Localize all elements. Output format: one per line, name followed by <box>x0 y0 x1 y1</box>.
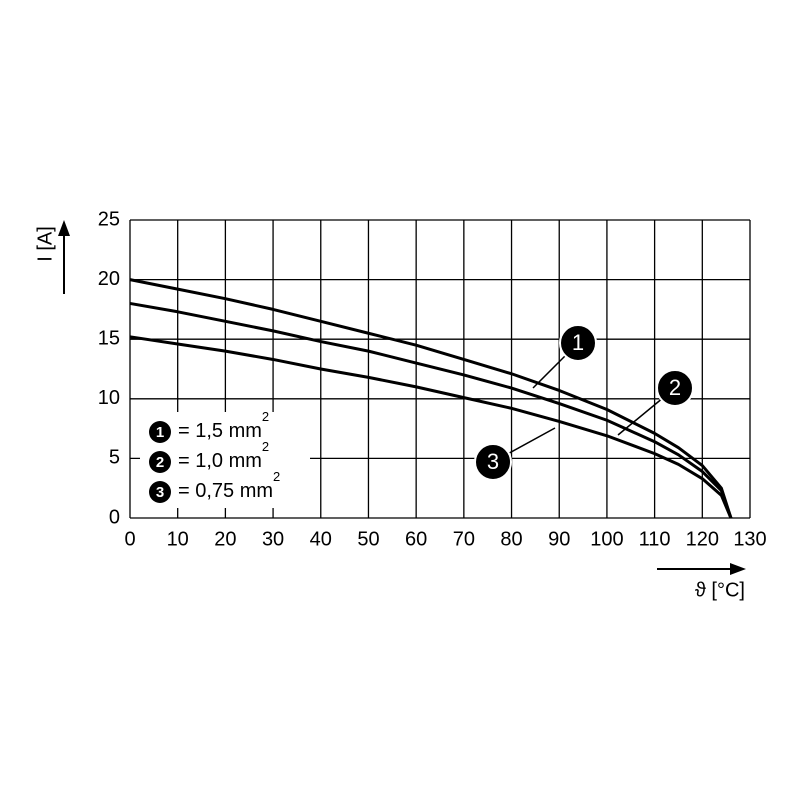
legend-superscript: 2 <box>273 469 280 484</box>
x-tick-label: 20 <box>214 528 236 550</box>
x-axis-arrowhead <box>730 563 746 575</box>
legend-marker <box>149 451 171 473</box>
callout-number: 1 <box>572 330 584 355</box>
x-tick-label: 10 <box>167 528 189 550</box>
x-tick-label: 30 <box>262 528 284 550</box>
x-tick-label: 110 <box>639 528 671 550</box>
legend-marker <box>149 481 171 503</box>
callout-number: 3 <box>487 449 499 474</box>
legend-superscript: 2 <box>262 439 269 454</box>
x-tick-label: 40 <box>310 528 332 550</box>
legend-label: = 1,5 mm2 <box>178 409 269 442</box>
legend-marker-number: 3 <box>156 484 164 501</box>
legend-superscript: 2 <box>262 409 269 424</box>
x-tick-label: 130 <box>733 528 766 550</box>
legend-label: = 1,0 mm2 <box>178 439 269 472</box>
y-tick-label: 0 <box>109 506 120 528</box>
x-tick-label: 50 <box>357 528 379 550</box>
legend-text: = 1,0 mm <box>178 450 262 472</box>
legend-label: = 0,75 mm2 <box>178 469 280 502</box>
curve <box>129 301 733 519</box>
y-tick-label: 20 <box>98 268 120 290</box>
y-tick-label: 25 <box>98 208 120 230</box>
x-tick-label: 120 <box>686 528 719 550</box>
x-tick-label: 0 <box>124 528 135 550</box>
callout-marker <box>559 324 597 362</box>
legend-text: = 1,5 mm <box>178 420 262 442</box>
legend-marker <box>149 421 171 443</box>
y-tick-label: 15 <box>98 327 120 349</box>
callout-marker <box>656 369 694 407</box>
grid <box>129 219 751 519</box>
curve <box>129 278 733 519</box>
legend-marker-number: 1 <box>156 424 164 441</box>
y-tick-label: 5 <box>109 447 120 469</box>
curve <box>129 335 733 519</box>
x-tick-label: 70 <box>453 528 475 550</box>
legend-text: = 0,75 mm <box>178 480 273 502</box>
callout-marker <box>474 443 512 481</box>
x-tick-label: 60 <box>405 528 427 550</box>
x-tick-label: 100 <box>590 528 623 550</box>
x-axis-label: ϑ [°C] <box>695 579 745 601</box>
callout-number: 2 <box>669 375 681 400</box>
y-axis-label: I [A] <box>34 226 56 262</box>
x-tick-label: 80 <box>500 528 522 550</box>
x-tick-label: 90 <box>548 528 570 550</box>
y-tick-label: 10 <box>98 387 120 409</box>
y-axis-arrowhead <box>58 220 70 236</box>
legend-marker-number: 2 <box>156 454 164 471</box>
curves <box>129 278 733 519</box>
